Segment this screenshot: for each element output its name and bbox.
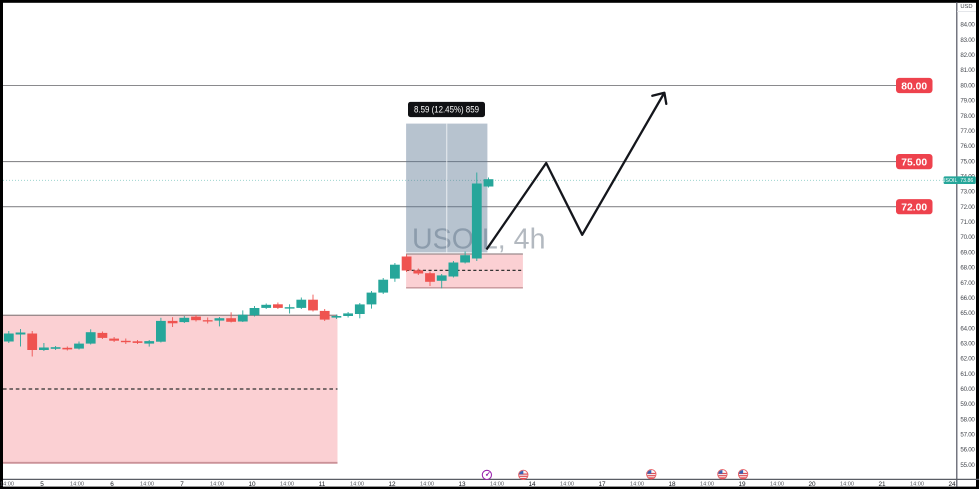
svg-text:78.00: 78.00 (960, 113, 975, 120)
svg-text:66.00: 66.00 (960, 295, 975, 302)
svg-text:10: 10 (248, 481, 256, 488)
svg-text:14:00: 14:00 (0, 482, 14, 488)
svg-text:14:00: 14:00 (910, 482, 924, 488)
svg-text:12: 12 (388, 481, 396, 488)
svg-text:63.00: 63.00 (960, 341, 975, 348)
svg-text:81.00: 81.00 (960, 67, 975, 74)
svg-text:69.00: 69.00 (960, 249, 975, 256)
svg-text:USOIL: USOIL (942, 178, 958, 184)
svg-text:64.00: 64.00 (960, 325, 975, 332)
svg-text:68.00: 68.00 (960, 265, 975, 272)
svg-text:14:00: 14:00 (350, 482, 364, 488)
svg-text:20: 20 (808, 481, 816, 488)
svg-text:14:00: 14:00 (140, 482, 154, 488)
svg-text:USD: USD (960, 4, 972, 10)
svg-text:14:00: 14:00 (770, 482, 784, 488)
svg-text:6: 6 (110, 481, 114, 488)
svg-text:14:00: 14:00 (210, 482, 224, 488)
svg-text:11: 11 (319, 481, 326, 488)
svg-text:17: 17 (598, 481, 606, 488)
svg-text:14:00: 14:00 (630, 482, 644, 488)
svg-text:57.00: 57.00 (960, 432, 975, 439)
svg-text:60.00: 60.00 (960, 386, 975, 393)
svg-text:80.00: 80.00 (901, 81, 927, 92)
svg-text:7: 7 (180, 481, 184, 488)
svg-text:19: 19 (738, 481, 746, 488)
svg-text:72.00: 72.00 (960, 204, 975, 211)
svg-text:83.00: 83.00 (960, 37, 975, 44)
svg-text:73.86: 73.86 (960, 178, 973, 184)
svg-text:73.00: 73.00 (960, 189, 975, 196)
svg-text:14:00: 14:00 (280, 482, 294, 488)
svg-text:58.00: 58.00 (960, 416, 975, 423)
svg-text:55.00: 55.00 (960, 462, 975, 469)
svg-text:82.00: 82.00 (960, 52, 975, 59)
svg-text:75.00: 75.00 (960, 158, 975, 165)
svg-text:14:00: 14:00 (840, 482, 854, 488)
svg-text:14: 14 (528, 481, 536, 488)
svg-text:72.00: 72.00 (901, 203, 927, 214)
svg-text:84.00: 84.00 (960, 22, 975, 29)
svg-text:77.00: 77.00 (960, 128, 975, 135)
svg-text:75.00: 75.00 (901, 158, 927, 169)
svg-text:8.59 (12.45%) 859: 8.59 (12.45%) 859 (414, 105, 479, 115)
svg-text:70.00: 70.00 (960, 234, 975, 241)
svg-text:14:00: 14:00 (420, 482, 434, 488)
svg-text:67.00: 67.00 (960, 280, 975, 287)
svg-text:14:00: 14:00 (490, 482, 504, 488)
svg-text:56.00: 56.00 (960, 447, 975, 454)
svg-text:79.00: 79.00 (960, 98, 975, 105)
svg-text:76.00: 76.00 (960, 143, 975, 150)
svg-text:80.00: 80.00 (960, 82, 975, 89)
svg-text:61.00: 61.00 (960, 371, 975, 378)
svg-text:18: 18 (668, 481, 676, 488)
svg-text:65.00: 65.00 (960, 310, 975, 317)
svg-text:24: 24 (948, 481, 956, 488)
svg-text:62.00: 62.00 (960, 356, 975, 363)
svg-text:14:00: 14:00 (560, 482, 574, 488)
svg-text:5: 5 (40, 481, 44, 488)
svg-text:13: 13 (458, 481, 466, 488)
svg-text:14:00: 14:00 (700, 482, 714, 488)
svg-text:21: 21 (878, 481, 886, 488)
svg-text:14:00: 14:00 (70, 482, 84, 488)
svg-text:59.00: 59.00 (960, 401, 975, 408)
svg-text:71.00: 71.00 (960, 219, 975, 226)
